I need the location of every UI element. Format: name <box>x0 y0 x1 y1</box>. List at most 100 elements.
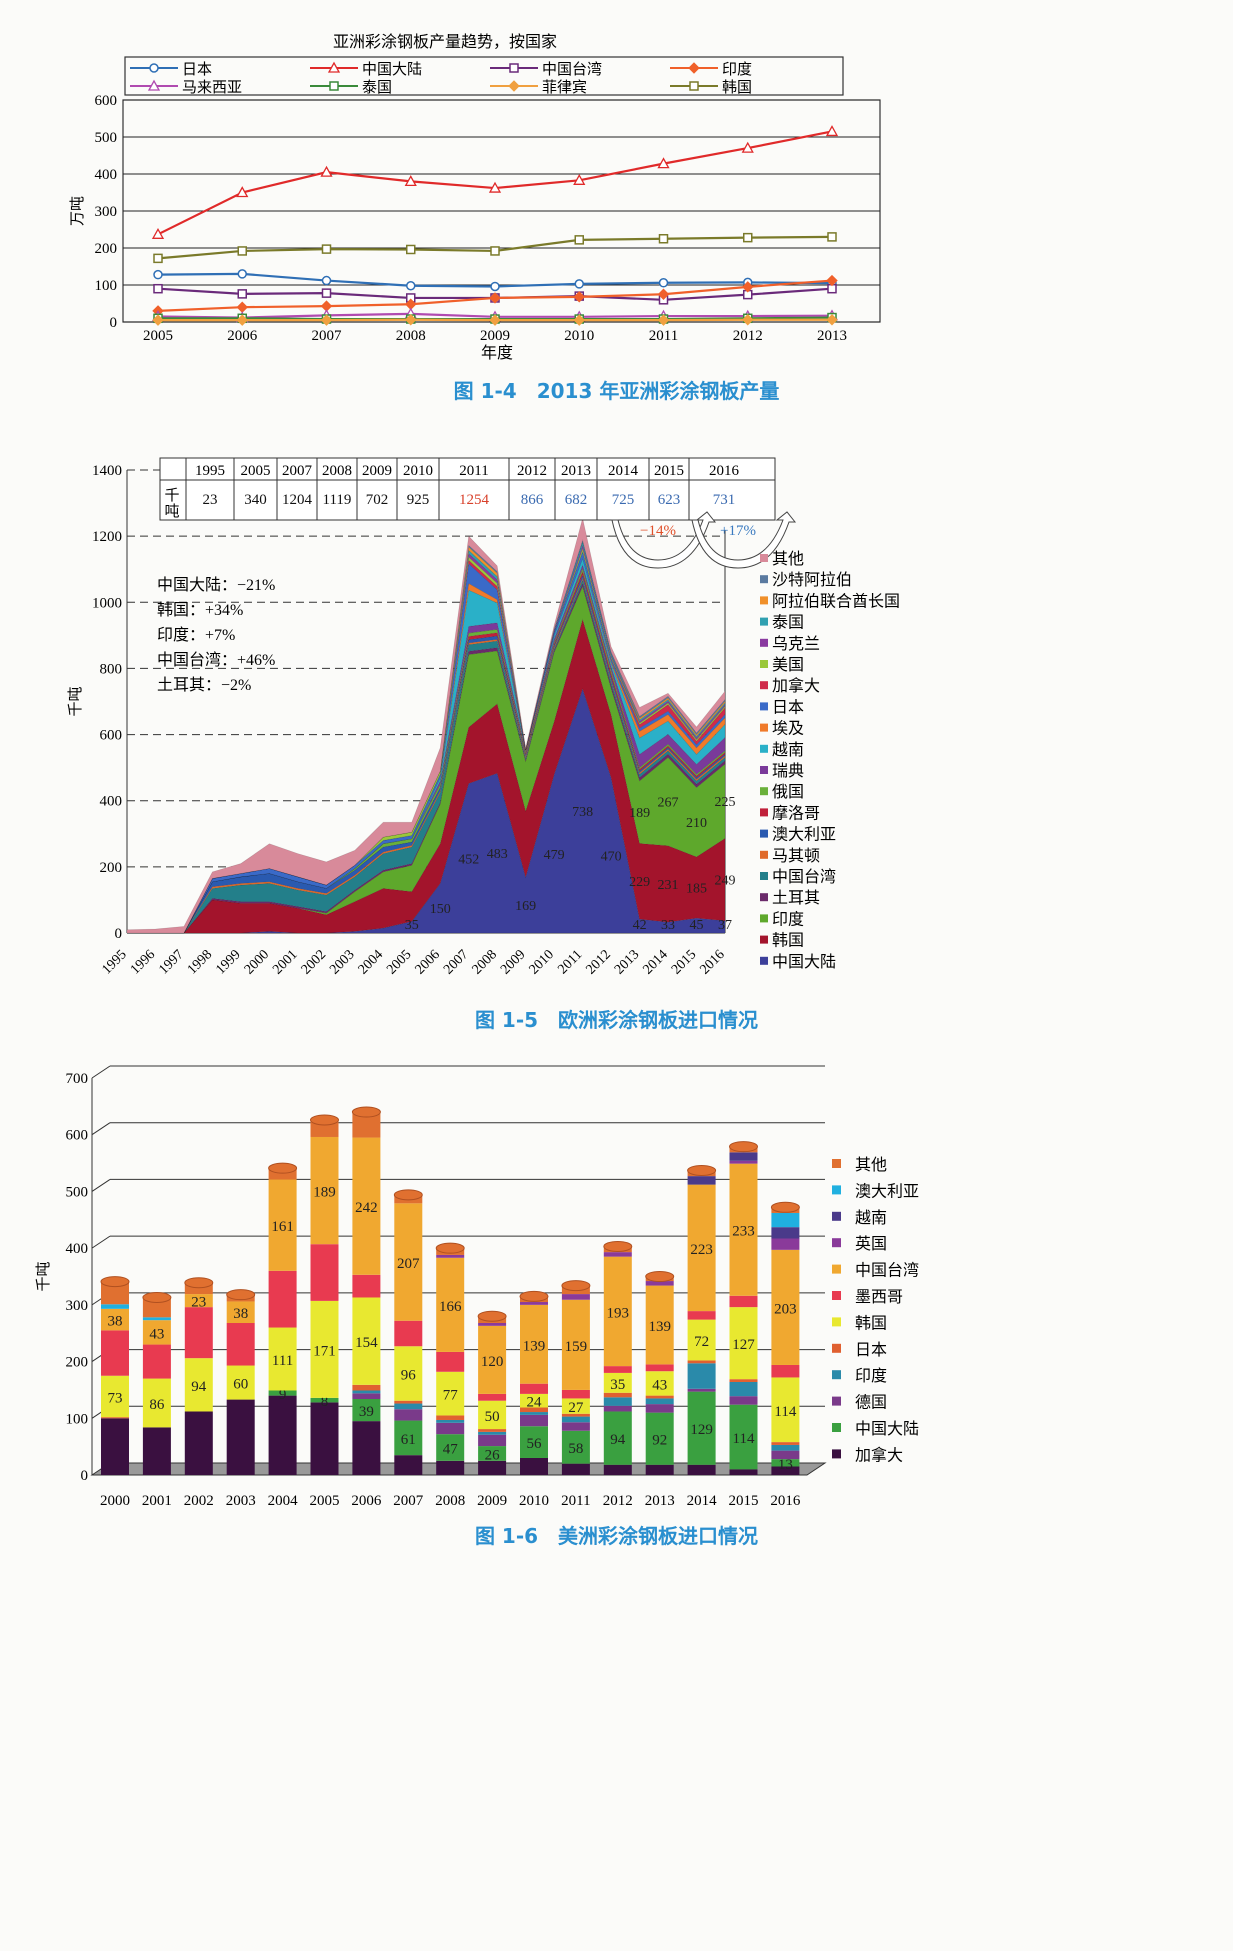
bar-segment-加拿大 <box>394 1455 423 1475</box>
data-point <box>488 181 502 193</box>
table-value: 731 <box>713 492 736 508</box>
legend-swatch <box>832 1423 841 1432</box>
x-tick-label: 2007 <box>312 328 343 344</box>
figure-2-caption: 图 1-5 欧洲彩涂钢板进口情况 <box>474 1008 759 1032</box>
bar-segment-其他 <box>268 1168 297 1180</box>
data-label: 111 <box>272 1353 293 1369</box>
x-tick-label: 2015 <box>669 947 699 977</box>
bar-segment-墨西哥 <box>394 1320 423 1347</box>
bar-segment-韩国 <box>729 1307 758 1380</box>
x-axis-label: 年度 <box>481 344 513 362</box>
bar-segment-墨西哥 <box>771 1364 800 1378</box>
y-tick-label: 400 <box>66 1241 89 1257</box>
y-tick-label: 1000 <box>92 595 122 611</box>
table-value: 1204 <box>282 492 313 508</box>
x-tick-label: 1998 <box>185 947 215 977</box>
data-label: 61 <box>401 1432 416 1448</box>
legend-label: 泰国 <box>362 79 392 96</box>
x-tick-label: 2001 <box>270 947 300 977</box>
x-tick-label: 2003 <box>327 947 357 977</box>
data-label: 452 <box>458 852 479 867</box>
data-label: 47 <box>443 1441 459 1457</box>
table-year: 1995 <box>195 463 225 479</box>
data-label: 8 <box>321 1394 329 1410</box>
table-year: 2008 <box>322 463 352 479</box>
legend-swatch <box>760 575 768 584</box>
bar-segment-加拿大 <box>184 1411 213 1475</box>
bar-segment-其他 <box>142 1297 171 1318</box>
bar-segment-加拿大 <box>436 1460 465 1475</box>
bar-segment-韩国 <box>310 1300 339 1398</box>
change-arrow-icon <box>611 511 717 569</box>
data-label: 114 <box>774 1404 796 1420</box>
bar-segment-日本 <box>478 1429 507 1432</box>
bar-segment-墨西哥 <box>184 1307 213 1359</box>
legend-swatch <box>760 935 768 944</box>
legend-label: 马来西亚 <box>182 79 242 96</box>
change-label: −14% <box>640 523 676 539</box>
table-year: 2005 <box>241 463 271 479</box>
area-埃及 <box>127 557 726 934</box>
data-point <box>406 280 416 291</box>
bar-cap <box>268 1162 298 1174</box>
data-point <box>573 314 585 326</box>
data-point <box>404 175 417 187</box>
bar-segment-中国台湾 <box>436 1257 465 1352</box>
bar-segment-韩国 <box>561 1398 590 1414</box>
data-point <box>825 125 839 137</box>
data-label: 77 <box>443 1388 459 1404</box>
bar-cap <box>310 1114 339 1126</box>
table-value: 623 <box>658 492 681 508</box>
legend-label: 菲律宾 <box>542 79 587 96</box>
x-tick-label: 2001 <box>142 1493 172 1509</box>
legend-swatch <box>832 1159 841 1168</box>
x-tick-label: 2008 <box>396 328 426 344</box>
data-point <box>405 314 417 326</box>
bar-cap <box>351 1106 381 1118</box>
data-label: 26 <box>485 1447 501 1463</box>
legend-swatch <box>832 1343 841 1353</box>
area-澳大利亚 <box>127 573 726 934</box>
y-tick-label: 700 <box>66 1071 89 1087</box>
bar-segment-韩国 <box>603 1372 632 1393</box>
x-tick-label: 2006 <box>413 947 443 977</box>
table-unit-label: 千 <box>164 487 179 504</box>
bar-segment-中国台湾 <box>310 1136 339 1245</box>
data-label: 267 <box>658 796 679 811</box>
bar-segment-韩国 <box>352 1297 381 1385</box>
data-point <box>490 246 500 256</box>
area-韩国 <box>127 618 726 934</box>
data-point <box>153 269 163 280</box>
legend-label: 其他 <box>855 1156 887 1174</box>
legend-swatch <box>832 1370 841 1380</box>
bar-cap <box>477 1310 507 1322</box>
data-point <box>657 157 670 169</box>
change-arrow-icon <box>691 511 797 569</box>
legend-swatch <box>760 914 768 923</box>
bar-segment-德国 <box>645 1404 674 1413</box>
area-摩洛哥 <box>127 570 726 934</box>
bar-segment-德国 <box>478 1434 507 1447</box>
legend-swatch <box>832 1211 841 1221</box>
table-year: 2007 <box>282 463 313 479</box>
data-label: 86 <box>149 1397 165 1413</box>
x-tick-label: 2013 <box>645 1493 675 1509</box>
bar-segment-越南 <box>687 1176 716 1185</box>
y-tick-label: 600 <box>95 93 118 109</box>
data-label: 738 <box>572 805 593 820</box>
data-label: 9 <box>279 1387 287 1403</box>
data-point <box>151 227 165 239</box>
bar-segment-印度 <box>603 1397 632 1406</box>
table-year: 2015 <box>654 463 684 479</box>
legend-swatch <box>760 681 768 690</box>
legend-swatch <box>760 829 768 838</box>
bar-segment-英国 <box>520 1302 548 1305</box>
legend-label: 越南 <box>855 1209 887 1227</box>
data-label: 203 <box>774 1301 797 1317</box>
bar-segment-墨西哥 <box>729 1295 758 1308</box>
data-point <box>658 234 669 244</box>
y-tick-label: 200 <box>95 241 118 257</box>
legend-label: 韩国 <box>855 1314 887 1332</box>
data-label: 233 <box>732 1224 755 1240</box>
data-label: 56 <box>527 1436 543 1452</box>
